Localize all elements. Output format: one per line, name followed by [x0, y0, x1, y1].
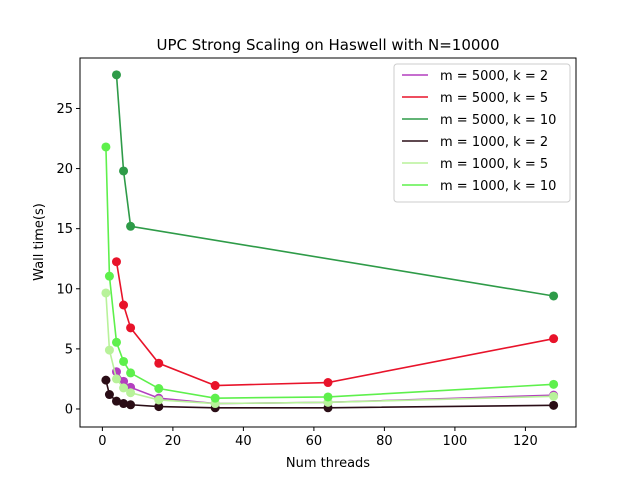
data-point: [323, 392, 333, 402]
data-point: [210, 381, 220, 391]
series-6: [101, 142, 559, 403]
data-point: [111, 337, 121, 347]
x-axis: 0 20 40 60 80 100 120: [98, 427, 538, 449]
x-tick-label: 20: [165, 434, 182, 449]
data-point: [126, 368, 136, 378]
data-point: [104, 345, 114, 355]
y-tick-label: 10: [56, 282, 73, 297]
y-axis: 0 5 10 15 20 25: [56, 102, 80, 417]
legend-item: m = 1000, k = 5: [402, 157, 548, 172]
data-point: [111, 257, 121, 267]
data-point: [210, 393, 220, 403]
legend-item: m = 5000, k = 2: [402, 69, 548, 84]
series-line: [115, 74, 554, 297]
data-point: [549, 400, 559, 410]
series-5: [101, 288, 559, 409]
legend-item: m = 5000, k = 5: [402, 91, 548, 106]
series-2: [111, 257, 559, 391]
data-point: [154, 358, 164, 368]
y-tick-label: 20: [56, 162, 73, 177]
y-axis-label: Wall time(s): [32, 203, 47, 281]
legend-item: m = 5000, k = 10: [402, 113, 556, 128]
data-point: [119, 383, 129, 393]
data-point: [101, 142, 111, 152]
legend-item: m = 1000, k = 2: [402, 135, 548, 150]
data-point: [119, 376, 129, 386]
data-point: [154, 395, 164, 405]
legend-item: m = 1000, k = 10: [402, 179, 556, 194]
legend-label: m = 1000, k = 5: [440, 157, 548, 172]
x-tick-label: 60: [306, 434, 323, 449]
data-point: [119, 356, 129, 366]
data-point: [126, 400, 136, 410]
data-point: [101, 288, 111, 298]
data-point: [119, 300, 129, 310]
data-point: [119, 166, 129, 176]
x-tick-label: 80: [376, 434, 393, 449]
data-point: [549, 291, 559, 301]
data-point: [111, 396, 121, 406]
data-point: [154, 402, 164, 412]
series-3: [111, 70, 559, 301]
data-point: [549, 391, 559, 401]
y-tick-label: 5: [65, 342, 73, 357]
y-tick-label: 0: [65, 402, 73, 417]
data-point: [126, 323, 136, 333]
data-point: [101, 375, 111, 385]
x-tick-label: 0: [98, 434, 106, 449]
data-point: [549, 334, 559, 344]
chart-title: UPC Strong Scaling on Haswell with N=100…: [156, 36, 499, 54]
series-line: [115, 261, 554, 387]
data-point: [126, 221, 136, 231]
legend-box: [393, 63, 571, 203]
data-point: [549, 379, 559, 389]
plot-frame: [79, 57, 577, 428]
y-tick-label: 15: [56, 222, 73, 237]
legend: m = 5000, k = 2 m = 5000, k = 5 m = 5000, …: [393, 63, 571, 203]
data-point: [111, 70, 121, 80]
series-line: [105, 292, 554, 405]
data-point: [119, 399, 129, 409]
data-point: [104, 390, 114, 400]
legend-label: m = 1000, k = 10: [440, 179, 556, 194]
legend-label: m = 1000, k = 2: [440, 135, 548, 150]
legend-label: m = 5000, k = 10: [440, 113, 556, 128]
legend-label: m = 5000, k = 5: [440, 91, 548, 106]
legend-label: m = 5000, k = 2: [440, 69, 548, 84]
x-axis-label: Num threads: [286, 456, 370, 471]
plot-area: [101, 70, 559, 413]
data-point: [126, 388, 136, 398]
data-point: [154, 384, 164, 394]
x-tick-label: 40: [235, 434, 252, 449]
x-tick-label: 120: [513, 434, 538, 449]
x-tick-label: 100: [442, 434, 467, 449]
data-point: [104, 271, 114, 281]
data-point: [323, 378, 333, 388]
data-point: [111, 374, 121, 384]
y-tick-label: 25: [56, 102, 73, 117]
